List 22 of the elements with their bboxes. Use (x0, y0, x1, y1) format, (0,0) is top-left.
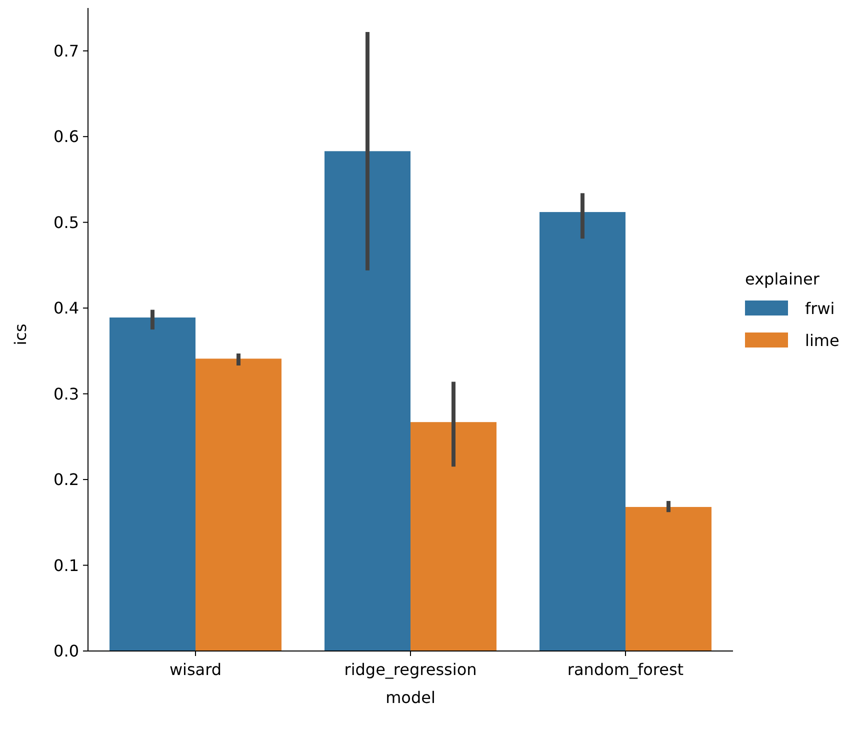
bar (196, 358, 282, 651)
y-axis-title: ics (11, 324, 30, 346)
legend-label: lime (805, 331, 840, 350)
y-tick-label: 0.4 (54, 298, 79, 318)
legend-title: explainer (745, 270, 820, 288)
bar (110, 317, 196, 651)
y-tick-label: 0.1 (54, 556, 79, 575)
x-tick-label: ridge_regression (344, 660, 477, 679)
x-tick-label: wisard (169, 660, 222, 679)
y-tick-label: 0.6 (54, 127, 79, 146)
y-tick-label: 0.3 (54, 384, 79, 404)
legend-label: frwi (805, 299, 835, 318)
x-axis-title: model (386, 688, 436, 707)
x-tick-label: random_forest (567, 660, 684, 679)
y-tick-label: 0.7 (54, 41, 79, 60)
y-tick-label: 0.2 (54, 470, 79, 490)
y-tick-label: 0.5 (54, 212, 79, 232)
y-tick-label: 0.0 (54, 642, 79, 661)
bar (540, 212, 626, 651)
bar (410, 422, 496, 651)
bar (626, 506, 712, 651)
bar (324, 151, 410, 651)
